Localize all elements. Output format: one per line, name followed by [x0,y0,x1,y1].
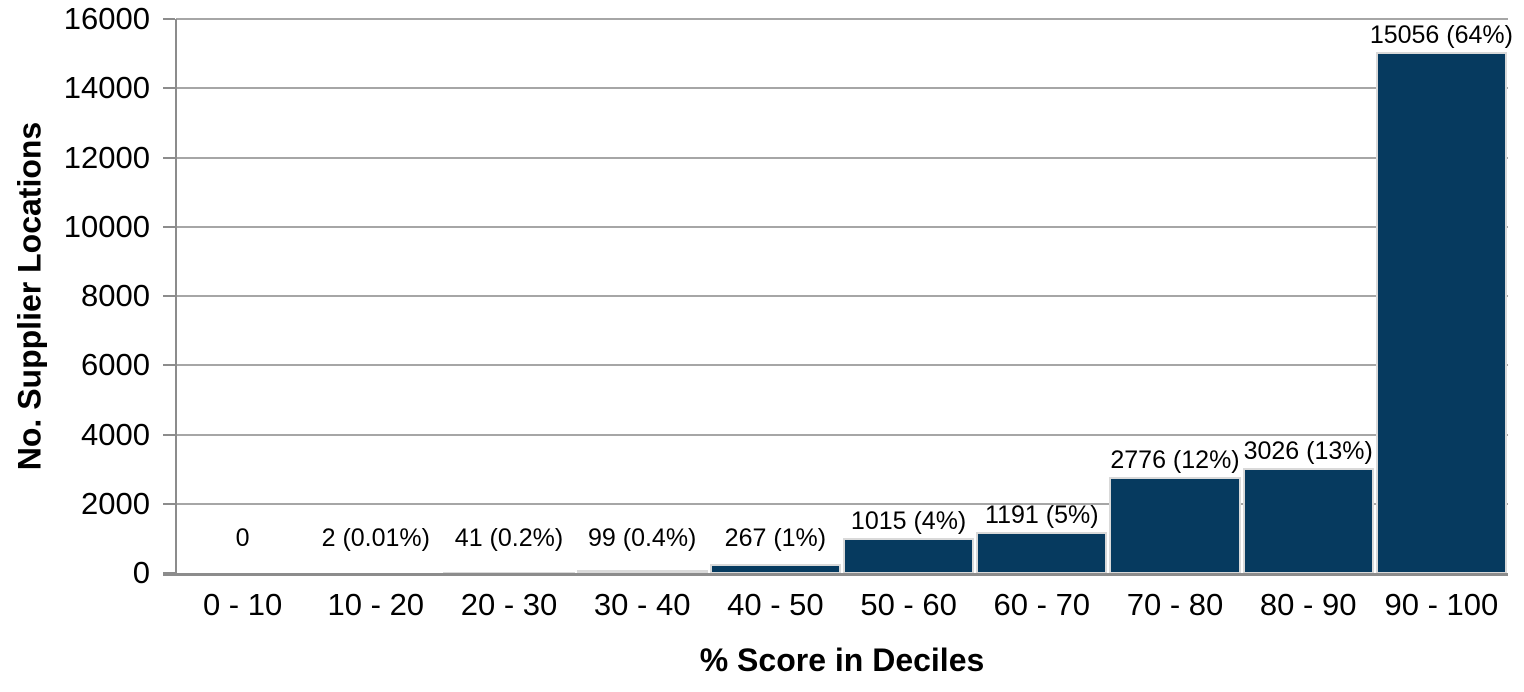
bar-value-label: 2776 (12%) [1110,446,1240,474]
y-tick-label: 10000 [63,208,150,244]
y-axis-tick [163,364,175,367]
bar-value-label: 3026 (13%) [1243,437,1373,465]
gridline [176,87,1508,90]
bar [843,538,975,574]
x-tick-label: 20 - 30 [460,587,558,622]
x-tick-label: 30 - 40 [593,587,691,622]
gridline [176,295,1508,297]
bar-value-label: 41 (0.2%) [454,524,564,552]
gridline [176,225,1508,228]
x-tick-label: 80 - 90 [1259,587,1357,622]
bar-value-label: 2 (0.01%) [321,524,430,552]
y-tick-label: 4000 [81,416,150,452]
bar-value-label: 15056 (64%) [1369,21,1513,49]
y-axis-tick [163,502,175,505]
y-tick-label: 0 [132,555,150,590]
bar [1109,477,1241,574]
bar [976,532,1108,574]
x-tick-label: 40 - 50 [727,587,824,622]
x-tick-label: 10 - 20 [327,587,425,622]
gridline [176,502,1508,505]
x-tick-label: 90 - 100 [1384,587,1499,622]
y-axis-tick [163,433,175,436]
bar-value-label: 0 [235,524,250,552]
gridline [176,364,1508,367]
x-axis-line [163,573,1508,576]
y-axis-tick [163,156,175,159]
y-tick-label: 16000 [63,1,150,36]
gridline [176,18,1508,20]
x-tick-label: 50 - 60 [860,587,957,622]
y-axis-tick [163,295,175,297]
bar-value-label: 1015 (4%) [850,507,967,535]
y-tick-label: 14000 [63,70,150,106]
x-tick-label: 70 - 80 [1126,587,1224,622]
y-tick-label: 2000 [81,485,150,521]
bar [1242,468,1374,574]
y-axis-tick [163,225,175,228]
bar-value-label: 267 (1%) [724,524,827,552]
gridline [176,433,1508,436]
bar-value-label: 99 (0.4%) [587,524,697,552]
y-axis-line [175,19,177,575]
x-tick-label: 60 - 70 [993,587,1091,622]
y-tick-label: 8000 [81,278,150,313]
gridline [176,156,1508,159]
y-tick-label: 6000 [81,347,150,383]
y-axis-tick [163,18,175,20]
y-axis-tick [163,87,175,90]
x-tick-label: 0 - 10 [202,587,283,622]
bar [1375,52,1507,574]
bar-value-label: 1191 (5%) [985,501,1099,529]
y-tick-label: 12000 [63,139,150,175]
x-axis-title: % Score in Deciles [699,642,985,678]
